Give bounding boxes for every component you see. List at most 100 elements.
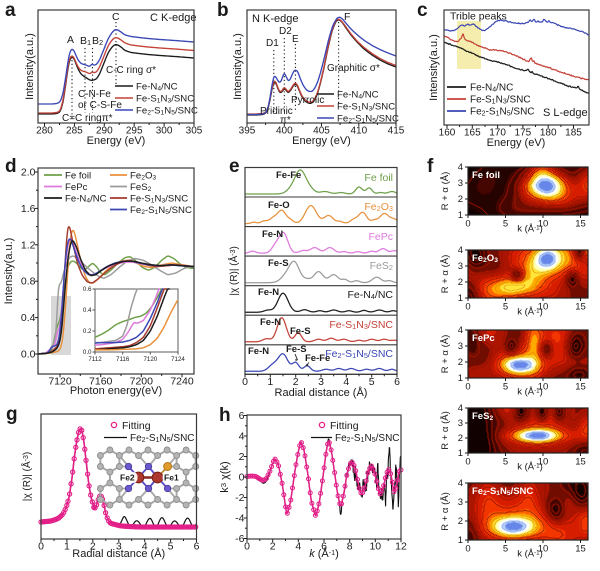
svg-text:1.6: 1.6 bbox=[21, 203, 36, 215]
svg-text:Fe2-S1N5/SNC: Fe2-S1N5/SNC bbox=[325, 348, 393, 360]
svg-text:0: 0 bbox=[465, 457, 470, 468]
svg-text:Fe-S1N3/SNC: Fe-S1N3/SNC bbox=[470, 95, 531, 106]
svg-text:B2: B2 bbox=[92, 35, 103, 47]
svg-text:0: 0 bbox=[465, 219, 470, 230]
svg-text:Fe2O3: Fe2O3 bbox=[472, 253, 498, 264]
svg-text:1: 1 bbox=[458, 373, 463, 384]
svg-text:k (Å-1): k (Å-1) bbox=[517, 307, 543, 318]
svg-text:C-N-Fe: C-N-Fe bbox=[78, 89, 111, 100]
svg-text:Fitting: Fitting bbox=[330, 420, 359, 432]
svg-text:1: 1 bbox=[64, 541, 70, 553]
svg-text:3: 3 bbox=[458, 261, 463, 272]
svg-text:8: 8 bbox=[347, 541, 353, 553]
svg-text:Fe2-S1N5/SNC: Fe2-S1N5/SNC bbox=[136, 106, 198, 117]
svg-text:6: 6 bbox=[321, 541, 327, 553]
svg-text:Fe2O3: Fe2O3 bbox=[130, 171, 156, 182]
svg-text:R + α (Å): R + α (Å) bbox=[440, 492, 451, 530]
svg-text:Intensity(a.u.): Intensity(a.u.) bbox=[3, 238, 15, 305]
svg-text:5: 5 bbox=[503, 219, 508, 230]
svg-text:Intensity(a.u.): Intensity(a.u.) bbox=[232, 33, 244, 100]
svg-text:Fe foil: Fe foil bbox=[472, 170, 500, 181]
svg-text:0.4: 0.4 bbox=[83, 307, 92, 314]
svg-text:k (Å-1): k (Å-1) bbox=[517, 387, 543, 398]
svg-text:170: 170 bbox=[489, 128, 506, 139]
svg-text:1: 1 bbox=[458, 293, 463, 304]
svg-text:295: 295 bbox=[126, 126, 143, 137]
svg-text:2: 2 bbox=[458, 516, 463, 527]
svg-text:305: 305 bbox=[186, 126, 203, 137]
svg-text:300: 300 bbox=[156, 126, 173, 137]
svg-text:Radial distance (Å): Radial distance (Å) bbox=[72, 547, 165, 560]
svg-text:FePc: FePc bbox=[368, 231, 393, 243]
svg-text:0: 0 bbox=[38, 541, 44, 553]
svg-text:π*: π* bbox=[280, 115, 291, 126]
svg-text:FePc: FePc bbox=[472, 333, 495, 344]
svg-text:10: 10 bbox=[538, 382, 549, 393]
svg-text:D2: D2 bbox=[279, 26, 292, 37]
svg-text:R + α (Å): R + α (Å) bbox=[440, 172, 451, 210]
svg-text:1: 1 bbox=[458, 210, 463, 221]
svg-text:10: 10 bbox=[369, 541, 381, 553]
svg-text:5: 5 bbox=[369, 376, 375, 388]
svg-text:Fe-N4/NC: Fe-N4/NC bbox=[470, 83, 513, 94]
svg-text:0.6: 0.6 bbox=[83, 286, 92, 293]
svg-text:Fe foil: Fe foil bbox=[364, 172, 393, 184]
svg-text:or C-S-Fe: or C-S-Fe bbox=[78, 100, 122, 111]
svg-text:Pyrrolic: Pyrrolic bbox=[291, 95, 324, 106]
svg-text:0: 0 bbox=[239, 472, 245, 484]
svg-text:3: 3 bbox=[458, 341, 463, 352]
svg-text:R + α (Å): R + α (Å) bbox=[440, 255, 451, 293]
svg-text:|χ (R)| (Å-3): |χ (R)| (Å-3) bbox=[227, 246, 240, 295]
svg-text:1: 1 bbox=[267, 376, 273, 388]
svg-text:Fe2-S1N5/SNC: Fe2-S1N5/SNC bbox=[470, 107, 535, 118]
svg-text:180: 180 bbox=[540, 128, 557, 139]
svg-text:4: 4 bbox=[458, 478, 463, 489]
svg-text:7124: 7124 bbox=[171, 356, 185, 363]
svg-text:5: 5 bbox=[503, 382, 508, 393]
svg-text:10: 10 bbox=[538, 544, 549, 555]
svg-text:0.4: 0.4 bbox=[21, 312, 36, 324]
svg-text:0: 0 bbox=[465, 544, 470, 555]
svg-text:7240: 7240 bbox=[170, 376, 194, 388]
svg-text:10: 10 bbox=[538, 219, 549, 230]
svg-text:2: 2 bbox=[239, 451, 245, 463]
svg-text:1: 1 bbox=[458, 448, 463, 459]
svg-text:2: 2 bbox=[458, 357, 463, 368]
svg-text:R + α (Å): R + α (Å) bbox=[440, 335, 451, 373]
svg-text:Fe-N: Fe-N bbox=[248, 346, 269, 357]
svg-text:405: 405 bbox=[313, 126, 330, 137]
svg-text:7200: 7200 bbox=[130, 376, 154, 388]
svg-text:1: 1 bbox=[458, 535, 463, 546]
svg-text:175: 175 bbox=[515, 128, 532, 139]
svg-text:0: 0 bbox=[465, 382, 470, 393]
svg-text:D1: D1 bbox=[266, 38, 279, 49]
svg-text:Pridinic: Pridinic bbox=[260, 106, 293, 117]
svg-text:FeS2: FeS2 bbox=[370, 260, 393, 272]
svg-text:C=C ringπ*: C=C ringπ* bbox=[62, 113, 113, 124]
svg-text:Fe2-S1N5/SNC: Fe2-S1N5/SNC bbox=[130, 205, 192, 216]
svg-text:3: 3 bbox=[458, 497, 463, 508]
svg-text:d: d bbox=[5, 156, 17, 177]
svg-text:2: 2 bbox=[270, 541, 276, 553]
svg-text:k (Å-1): k (Å-1) bbox=[517, 462, 543, 473]
svg-text:E: E bbox=[292, 34, 299, 45]
svg-text:4: 4 bbox=[458, 325, 463, 336]
svg-text:15: 15 bbox=[575, 382, 586, 393]
svg-text:2: 2 bbox=[293, 376, 299, 388]
svg-text:Fe-N: Fe-N bbox=[262, 229, 283, 240]
svg-text:0.8: 0.8 bbox=[21, 276, 36, 288]
svg-text:e: e bbox=[229, 156, 240, 177]
svg-text:4: 4 bbox=[295, 541, 301, 553]
svg-text:c: c bbox=[417, 0, 428, 21]
svg-text:B1: B1 bbox=[80, 35, 91, 47]
svg-text:2: 2 bbox=[90, 541, 96, 553]
svg-text:Fe2: Fe2 bbox=[120, 473, 135, 483]
svg-text:15: 15 bbox=[575, 302, 586, 313]
svg-text:f: f bbox=[427, 156, 434, 177]
svg-text:A: A bbox=[67, 34, 74, 46]
svg-text:5: 5 bbox=[503, 544, 508, 555]
svg-text:7120: 7120 bbox=[143, 356, 157, 363]
svg-text:Fe-N4/NC: Fe-N4/NC bbox=[337, 90, 379, 101]
svg-text:-6: -6 bbox=[235, 533, 244, 545]
svg-text:Fe-Fe: Fe-Fe bbox=[276, 170, 301, 181]
